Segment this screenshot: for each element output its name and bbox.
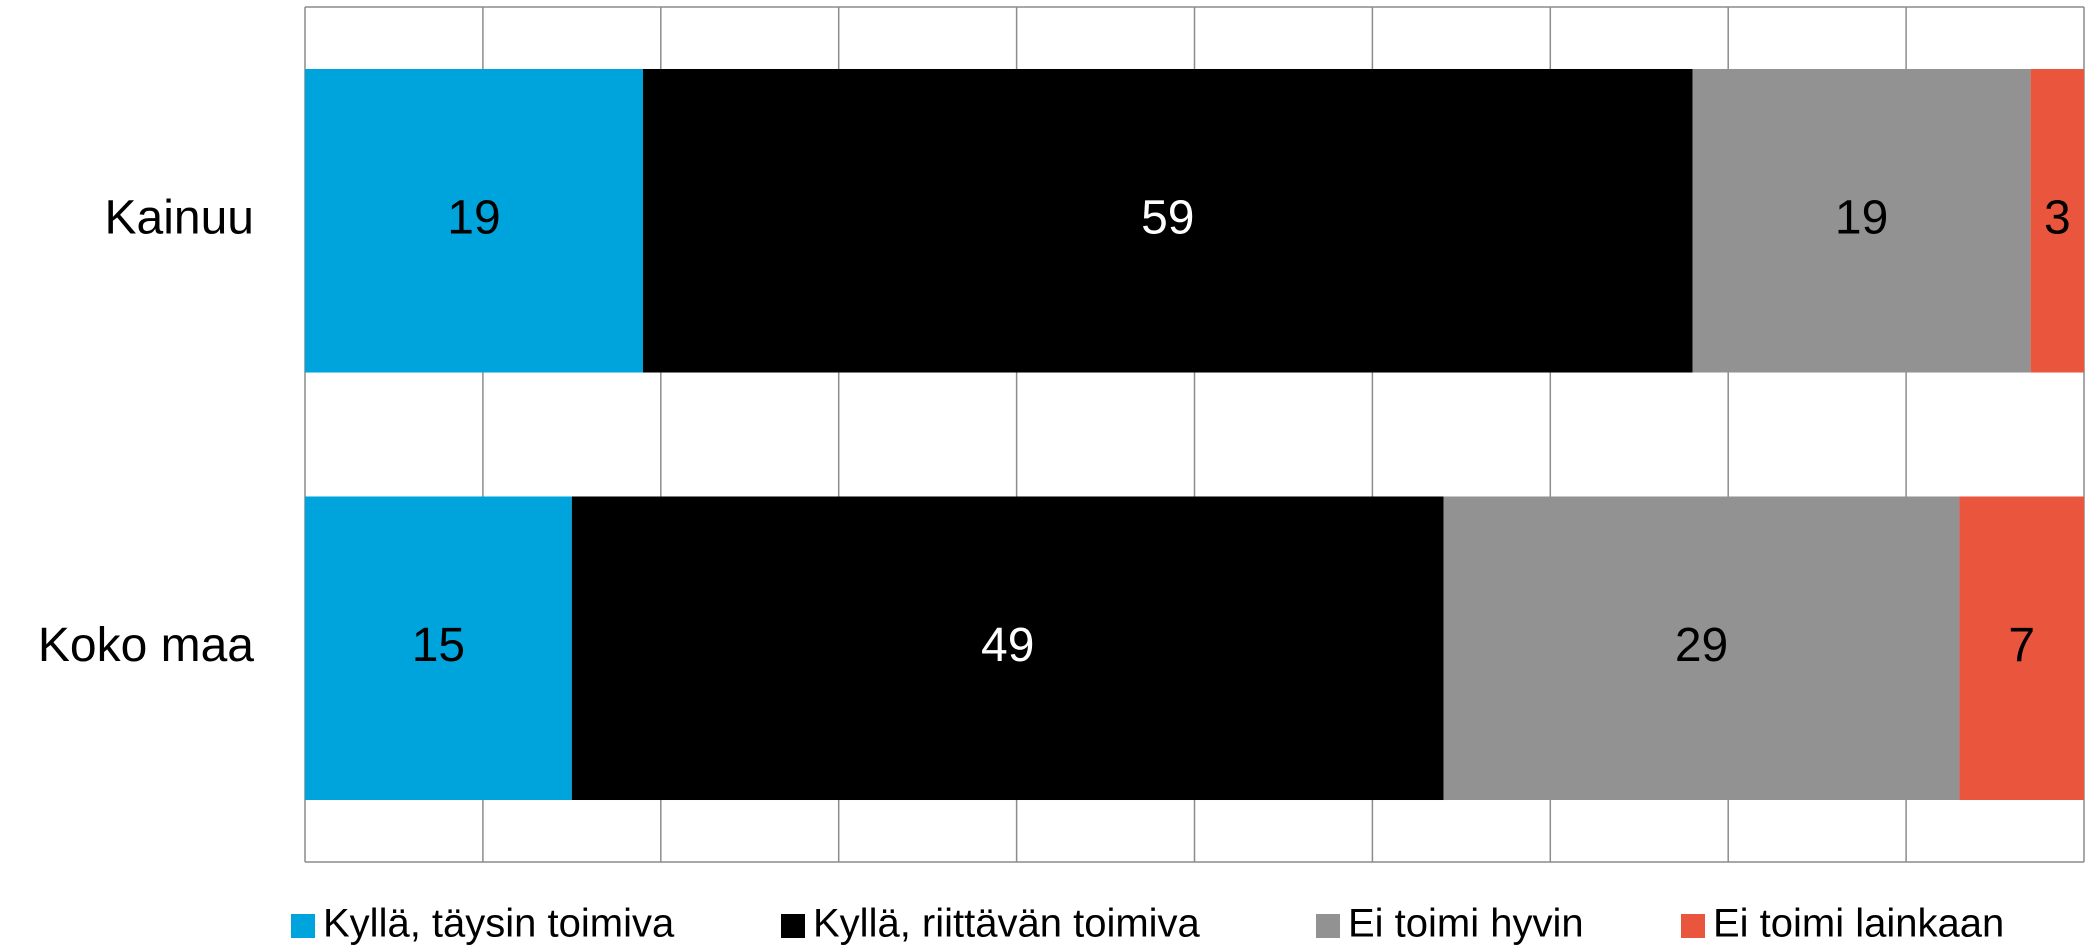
legend-label: Ei toimi lainkaan: [1713, 902, 2004, 946]
data-label: 29: [1675, 619, 1728, 672]
legend-swatch: [781, 914, 805, 938]
data-label: 19: [1835, 191, 1888, 244]
legend-label: Kyllä, täysin toimiva: [323, 902, 675, 946]
legend-label: Ei toimi hyvin: [1348, 902, 1584, 946]
data-label: 19: [447, 191, 500, 244]
data-label: 3: [2044, 191, 2071, 244]
bar-segment: [643, 68, 1693, 373]
legend-swatch: [1681, 914, 1705, 938]
bar-segment: [1959, 496, 2084, 801]
bar-segment: [305, 68, 644, 373]
legend-label: Kyllä, riittävän toimiva: [813, 902, 1201, 946]
data-label: 7: [2008, 619, 2035, 672]
bar-segment: [1692, 68, 2031, 373]
legend-swatch: [1316, 914, 1340, 938]
legend-swatch: [291, 914, 315, 938]
bar-segment: [571, 496, 1444, 801]
bar-segment: [305, 496, 572, 801]
data-label: 15: [412, 619, 465, 672]
data-label: 49: [981, 619, 1034, 672]
bar-segment: [2030, 68, 2084, 373]
bar-segment: [1443, 496, 1960, 801]
y-tick-label: Koko maa: [38, 619, 254, 672]
data-label: 59: [1141, 191, 1194, 244]
y-tick-label: Kainuu: [105, 191, 254, 244]
